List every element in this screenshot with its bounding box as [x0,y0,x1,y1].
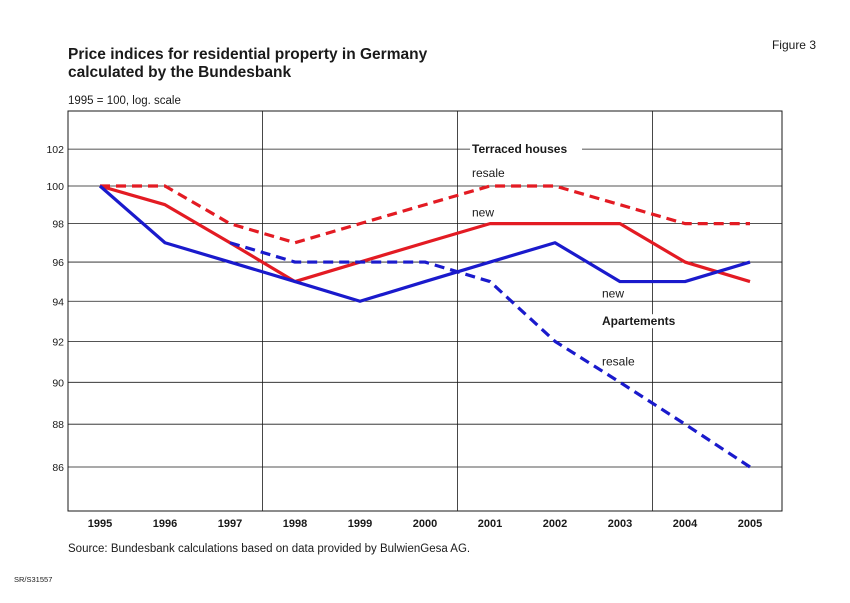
annotation-new: new [472,205,494,219]
annotation-apartements: Apartements [602,314,676,328]
annotations: Terraced houses resale new new Apartements re… [470,142,684,369]
x-tick-label: 1997 [218,518,242,530]
y-tick-label: 94 [52,296,64,308]
series-line-apartements-new [98,184,751,303]
annotation-resale: resale [602,355,635,369]
y-tick-label: 102 [46,144,64,156]
y-axis-label: 1995 = 100, log. scale [68,95,181,107]
series-line-terraced-houses-resale [100,184,750,245]
annotation-terraced-houses: Terraced houses [472,142,567,156]
y-tick-label: 88 [52,419,64,431]
chart-title-line-2: calculated by the Bundesbank [68,64,292,81]
series-line-apartements-resale [229,241,751,469]
grid [67,110,783,512]
chart-title-line-1: Price indices for residential property i… [68,46,428,63]
y-tick-label: 98 [52,219,64,231]
annotation-bg [600,314,684,329]
chart-title: Price indices for residential property i… [68,46,568,82]
plot-frame [67,110,783,512]
annotation-bg [470,142,582,157]
y-tick-label: 92 [52,336,64,348]
y-tick-label: 86 [52,462,64,474]
figure-label: Figure 3 [771,38,816,52]
x-tick-label: 1995 [88,518,112,530]
x-tick-label: 2001 [478,518,502,530]
y-tick-label: 100 [46,181,64,193]
tick-labels: 86 88 90 92 94 96 98 100 102 1995 1996 1997 1998 1999… [46,144,762,530]
x-tick-label: 1999 [348,518,372,530]
x-tick-label: 1998 [283,518,307,530]
annotation-new: new [602,286,624,300]
x-tick-label: 2003 [608,518,632,530]
y-tick-label: 90 [52,377,64,389]
x-tick-label: 2000 [413,518,437,530]
x-tick-label: 2004 [673,518,698,530]
reference-code: SR/S31557 [14,575,53,584]
series-lines [98,184,751,469]
annotation-resale: resale [472,166,505,180]
source-note: Source: Bundesbank calculations based on… [68,543,471,555]
x-tick-label: 2005 [738,518,762,530]
y-tick-label: 96 [52,257,64,269]
series-line-terraced-houses-new [99,184,751,284]
x-tick-label: 2002 [543,518,567,530]
x-tick-label: 1996 [153,518,177,530]
